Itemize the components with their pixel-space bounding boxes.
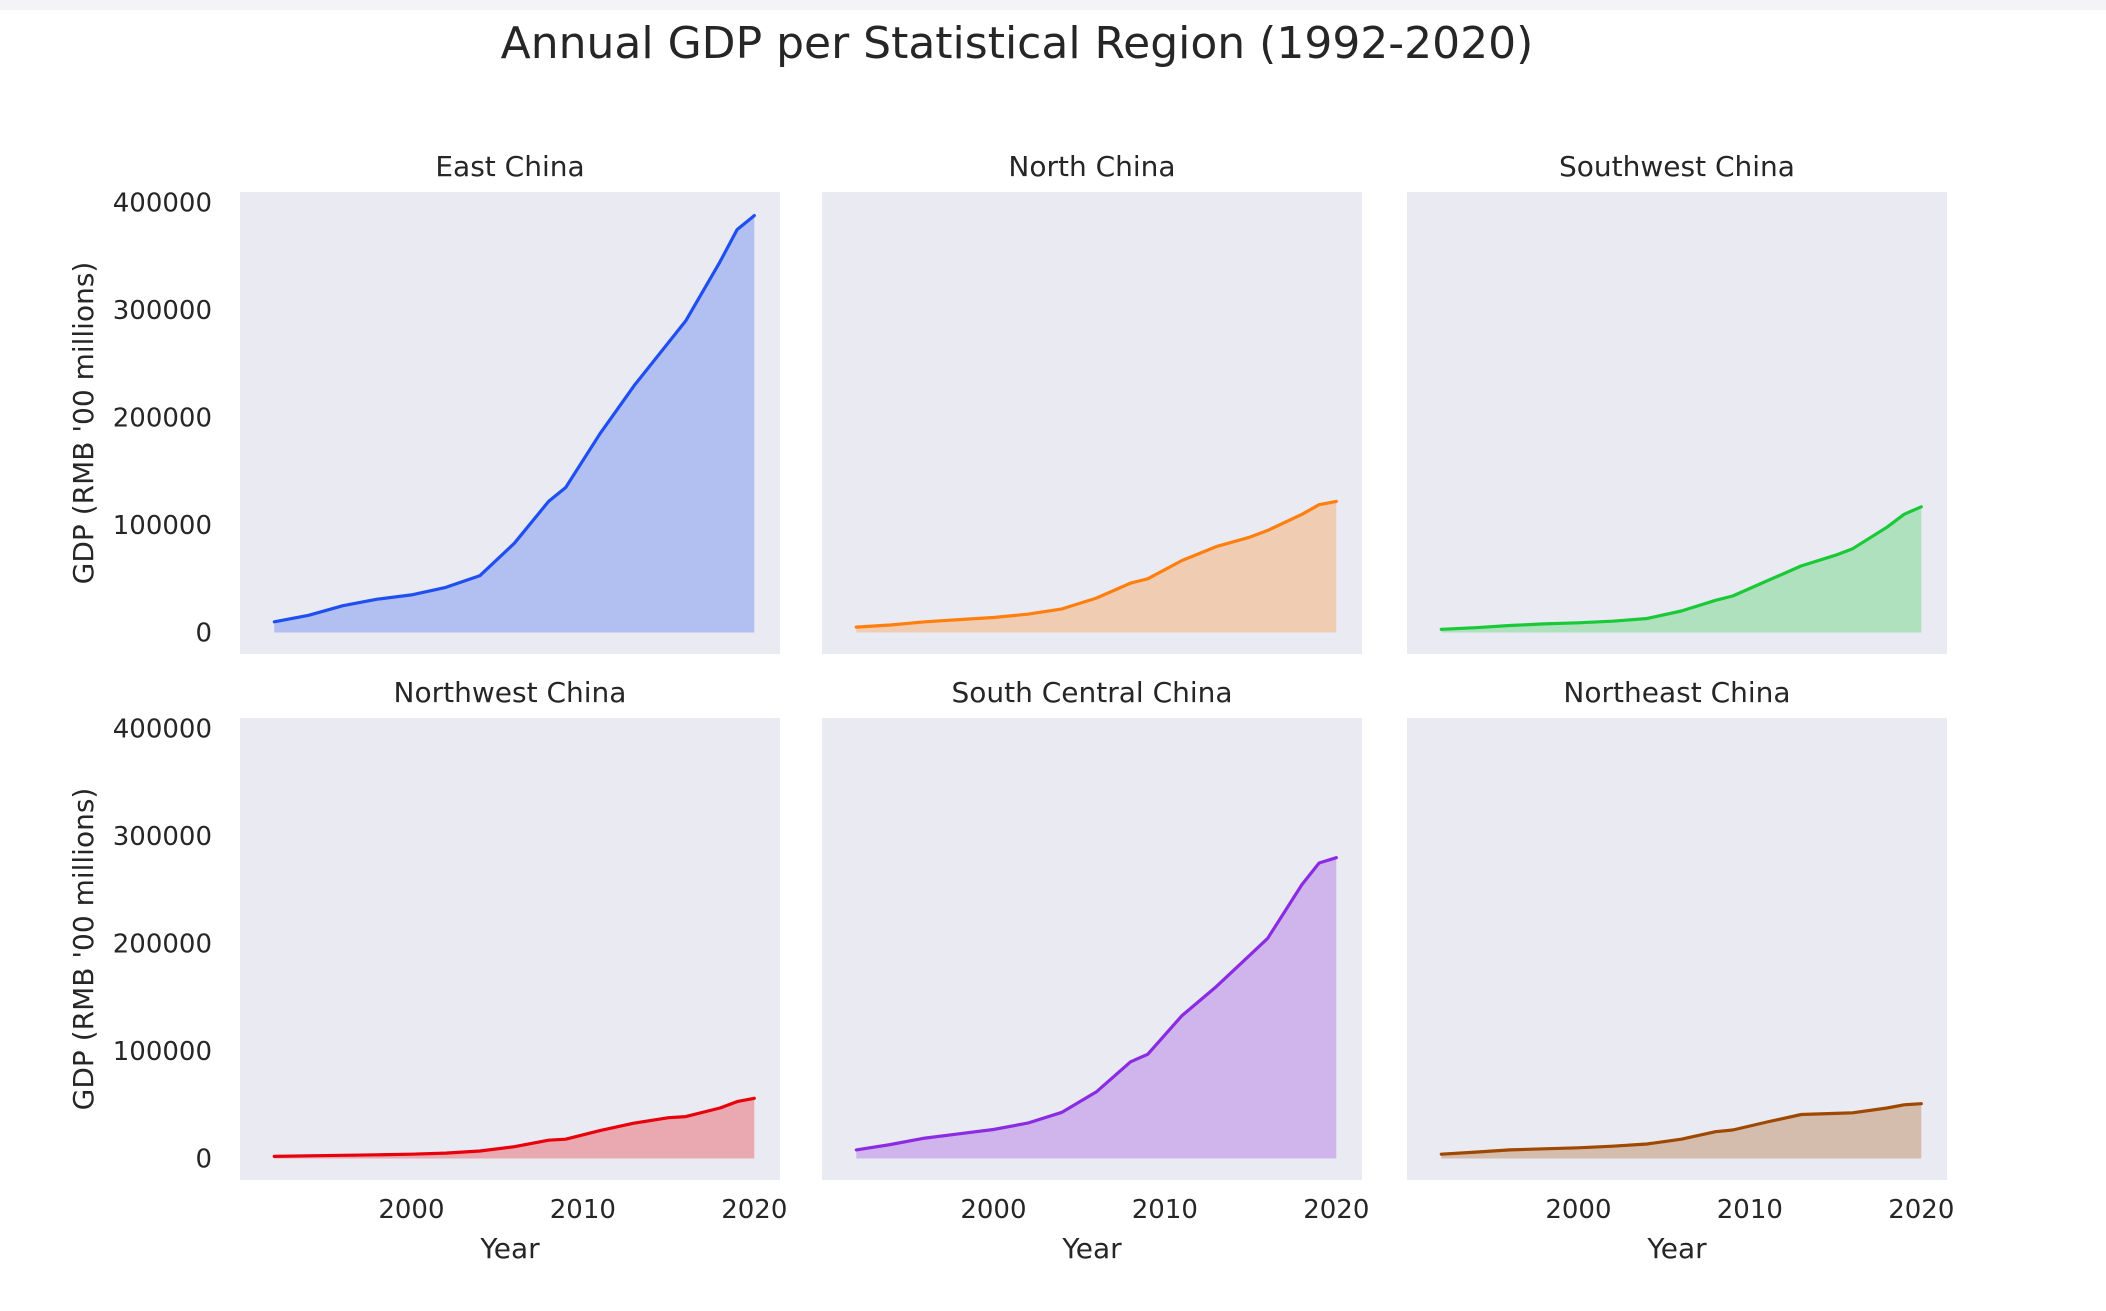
- panel-title: Northeast China: [1563, 676, 1790, 709]
- x-tick-label: 2000: [378, 1195, 444, 1225]
- x-tick-label: 2020: [1888, 1195, 1954, 1225]
- y-axis-label: GDP (RMB '00 millions): [67, 262, 100, 585]
- area-fill: [856, 857, 1337, 1159]
- panel-northeast-china: Northeast China 2000 2010 2020 Year: [1407, 676, 1954, 1265]
- y-tick-label: 0: [195, 619, 212, 649]
- x-tick-label: 2020: [721, 1195, 787, 1225]
- x-tick-label: 2000: [1545, 1195, 1611, 1225]
- y-tick-label: 100000: [113, 1037, 212, 1067]
- x-tick-label: 2010: [1717, 1195, 1783, 1225]
- x-tick-label: 2010: [1132, 1195, 1198, 1225]
- x-tick-label: 2000: [960, 1195, 1026, 1225]
- window-top-bar: [0, 0, 2106, 10]
- x-axis-label: Year: [1061, 1232, 1122, 1265]
- area-fill: [856, 501, 1337, 633]
- panel-title: North China: [1008, 150, 1175, 183]
- panel-title: South Central China: [951, 676, 1232, 709]
- panel-east-china: East China 0 100000 200000 300000 400000 GDP (…: [67, 150, 780, 654]
- series-line: [272, 214, 756, 624]
- y-axis-label: GDP (RMB '00 millions): [67, 788, 100, 1111]
- series-line: [854, 499, 1338, 629]
- x-axis-label: Year: [1646, 1232, 1707, 1265]
- panel-north-china: North China: [822, 150, 1362, 654]
- x-axis-label: Year: [479, 1232, 540, 1265]
- area-fill: [1441, 1103, 1922, 1159]
- plot-background: [1407, 192, 1947, 654]
- y-tick-label: 300000: [113, 296, 212, 326]
- x-tick-label: 2020: [1303, 1195, 1369, 1225]
- y-tick-label: 0: [195, 1145, 212, 1175]
- area-fill: [274, 215, 755, 633]
- panel-southwest-china: Southwest China: [1407, 150, 1947, 654]
- series-line: [1439, 505, 1923, 631]
- area-fill: [274, 1098, 755, 1159]
- series-line: [272, 1096, 756, 1158]
- y-tick-label: 400000: [113, 189, 212, 219]
- plot-background: [240, 192, 780, 654]
- x-tick-label: 2010: [550, 1195, 616, 1225]
- y-tick-label: 100000: [113, 511, 212, 541]
- area-fill: [1441, 506, 1922, 633]
- panel-northwest-china: Northwest China 0 100000 200000 300000 400000…: [67, 676, 787, 1265]
- plot-background: [240, 718, 780, 1180]
- y-tick-label: 400000: [113, 715, 212, 745]
- chart-title: Annual GDP per Statistical Region (1992-…: [501, 18, 1534, 69]
- y-tick-label: 200000: [113, 404, 212, 434]
- panel-title: Northwest China: [394, 676, 627, 709]
- plot-background: [1407, 718, 1947, 1180]
- panel-title: East China: [435, 150, 584, 183]
- y-tick-label: 200000: [113, 930, 212, 960]
- panel-title: Southwest China: [1559, 150, 1795, 183]
- plot-background: [822, 718, 1362, 1180]
- series-line: [1439, 1102, 1923, 1156]
- panel-south-central-china: South Central China 2000 2010 2020 Year: [822, 676, 1369, 1265]
- plot-background: [822, 192, 1362, 654]
- series-line: [854, 856, 1338, 1152]
- y-tick-label: 300000: [113, 822, 212, 852]
